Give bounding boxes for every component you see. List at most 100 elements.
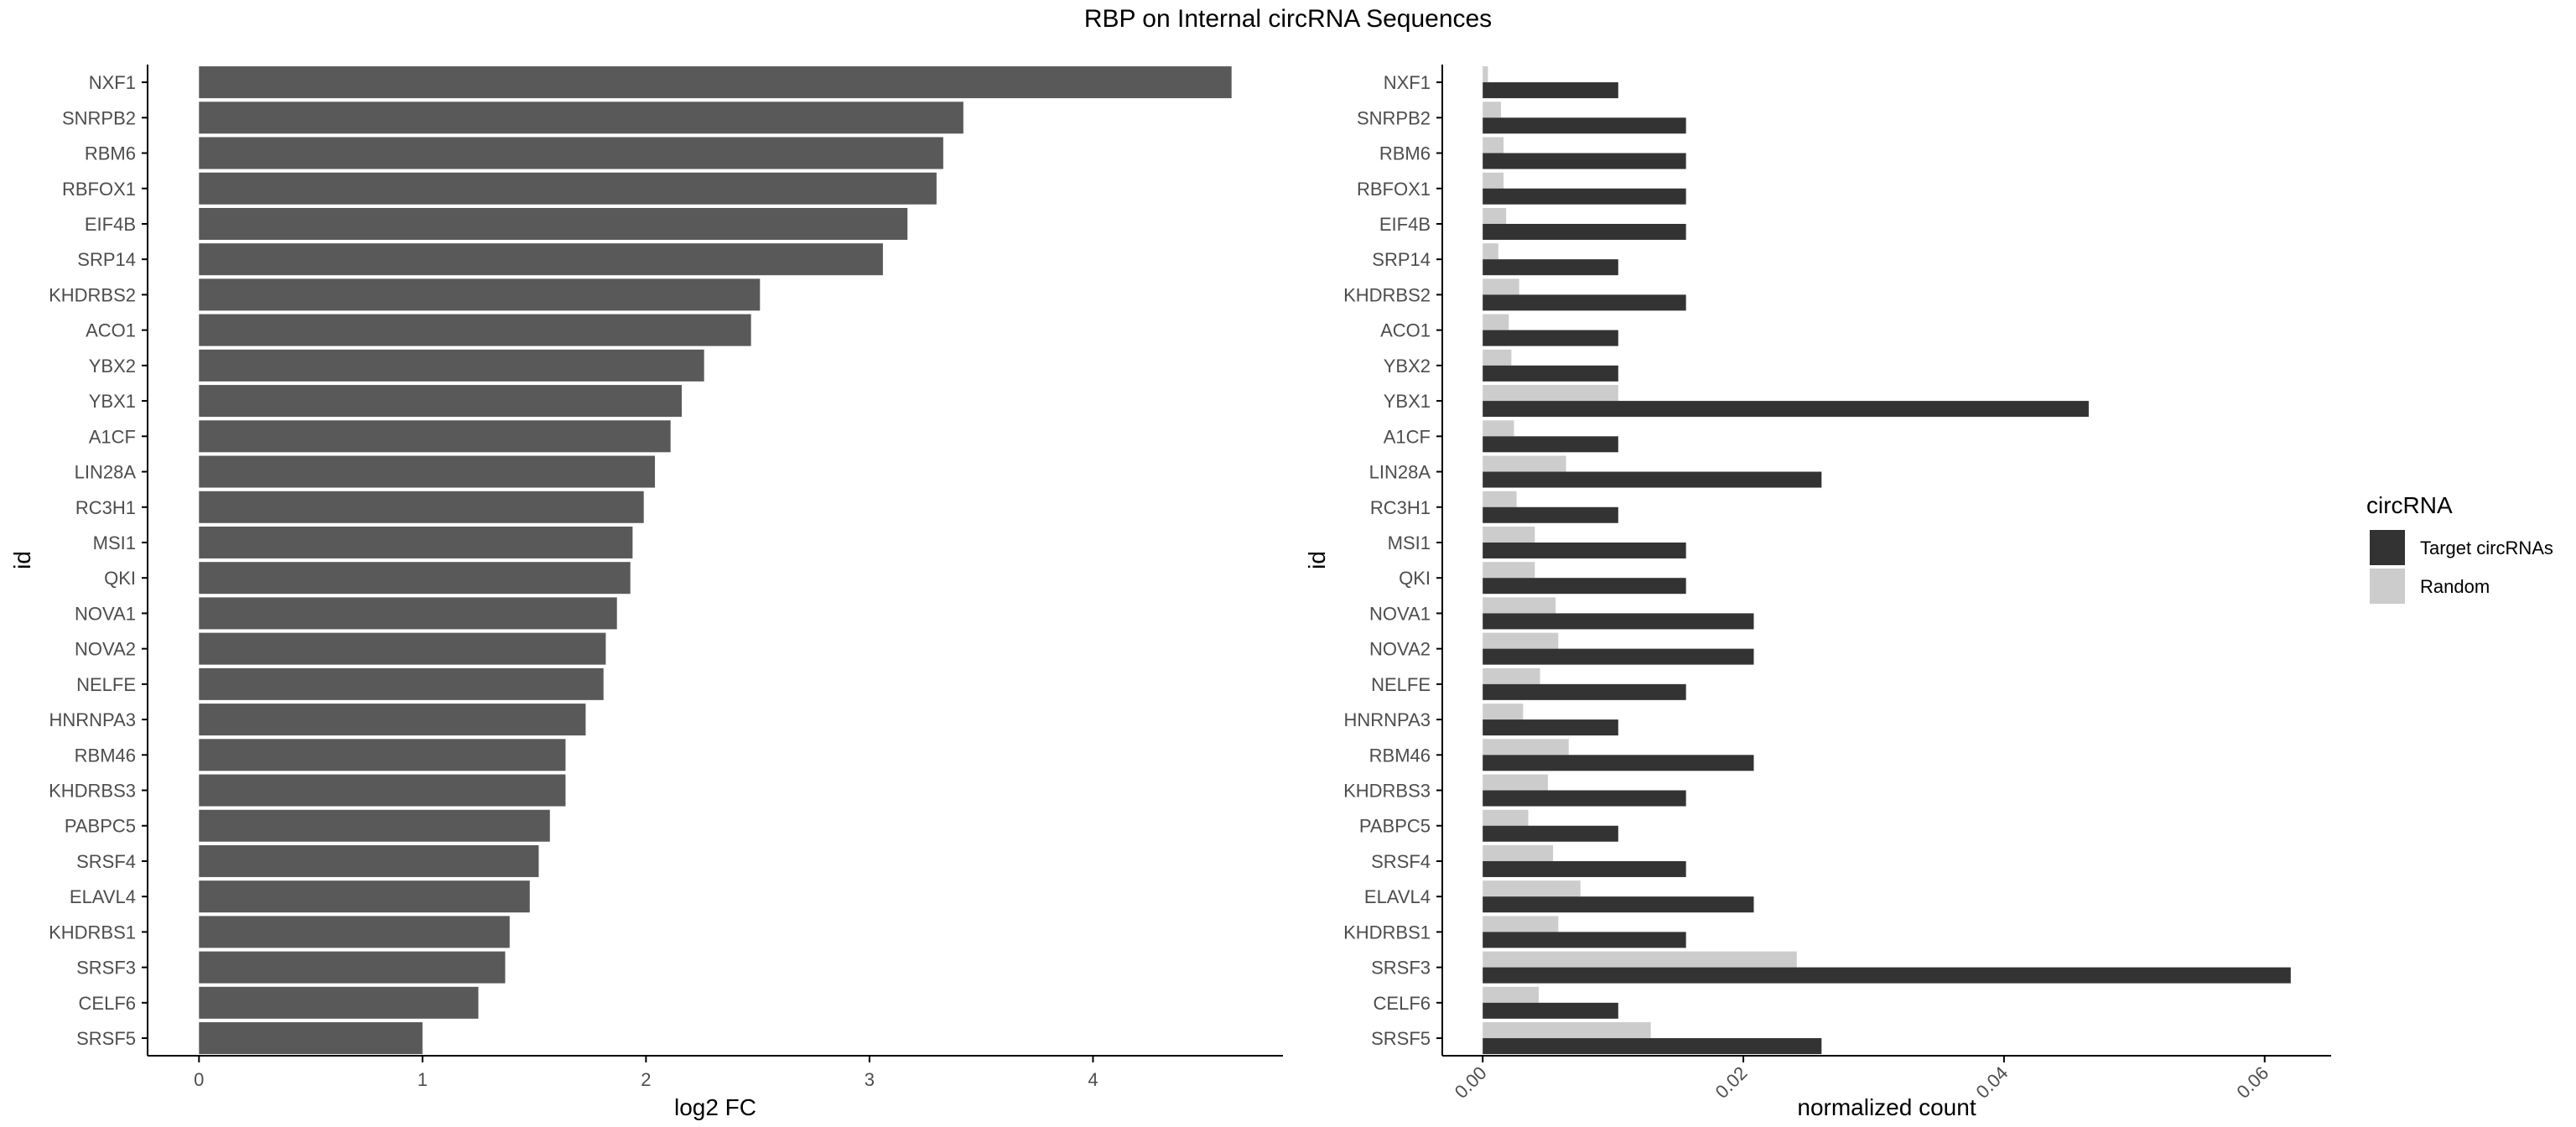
chart-title: RBP on Internal circRNA Sequences (1084, 5, 1492, 33)
right-bar-target-pabpc5 (1483, 825, 1618, 842)
right-bar-target-khdrbs1 (1483, 932, 1686, 948)
left-xtick-label-0: 0 (194, 1069, 204, 1090)
right-ytick-label-eif4b: EIF4B (1379, 214, 1431, 235)
left-x-axis-title: log2 FC (674, 1094, 756, 1120)
right-bar-target-snrpb2 (1483, 117, 1686, 134)
left-ytick-label-khdrbs1: KHDRBS1 (49, 922, 136, 943)
right-y-axis-title: id (1304, 551, 1330, 569)
left-ytick-label-rbm46: RBM46 (75, 745, 136, 766)
right-ytick-label-ybx1: YBX1 (1384, 391, 1431, 412)
right-bar-target-rc3h1 (1483, 506, 1618, 523)
left-ytick-label-srsf5: SRSF5 (76, 1028, 136, 1049)
right-ytick-label-nxf1: NXF1 (1384, 72, 1431, 93)
left-xtick-label-1: 1 (418, 1069, 428, 1090)
right-bar-random-eif4b (1483, 207, 1507, 224)
right-bar-target-lin28a (1483, 471, 1822, 488)
legend: circRNA Target circRNAs Random (2366, 492, 2553, 604)
left-bar-srp14 (199, 243, 883, 276)
right-bar-target-rbm6 (1483, 153, 1686, 169)
left-ytick-label-celf6: CELF6 (79, 993, 136, 1014)
right-ytick-label-srp14: SRP14 (1372, 249, 1431, 270)
right-ytick-label-lin28a: LIN28A (1369, 462, 1431, 483)
left-ytick-label-rbm6: RBM6 (85, 143, 136, 164)
right-ytick-label-srsf5: SRSF5 (1371, 1028, 1431, 1049)
right-ytick-label-aco1: ACO1 (1380, 320, 1431, 341)
left-bar-ybx1 (199, 385, 683, 418)
right-ytick-label-khdrbs2: KHDRBS2 (1343, 284, 1431, 305)
left-y-axis-title: id (9, 551, 35, 569)
right-bar-target-eif4b (1483, 223, 1686, 240)
left-ytick-label-srsf4: SRSF4 (76, 851, 136, 872)
right-bar-random-ybx1 (1483, 385, 1618, 402)
left-bar-panel: NXF1 SNRPB2 RBM6 RBFOX1 EIF4B SRP14 KHDRBS2 ACO… (9, 65, 1283, 1120)
left-bar-lin28a (199, 455, 656, 488)
right-ytick-label-rbm6: RBM6 (1379, 143, 1431, 164)
left-ytick-label-eif4b: EIF4B (85, 214, 136, 235)
left-ytick-label-rc3h1: RC3H1 (75, 497, 136, 518)
left-bar-a1cf (199, 420, 671, 453)
right-bar-random-msi1 (1483, 526, 1535, 543)
right-bar-random-snrpb2 (1483, 101, 1501, 118)
left-ytick-label-pabpc5: PABPC5 (65, 816, 136, 837)
left-ytick-label-aco1: ACO1 (86, 320, 136, 341)
right-bar-target-khdrbs3 (1483, 790, 1686, 807)
right-xtick-label-1: 0.02 (1711, 1062, 1752, 1103)
left-ytick-label-khdrbs3: KHDRBS3 (49, 781, 136, 802)
left-bar-celf6 (199, 986, 479, 1019)
left-ytick-label-rbfox1: RBFOX1 (62, 179, 136, 200)
right-ytick-label-ybx2: YBX2 (1384, 356, 1431, 377)
right-bar-random-nova2 (1483, 632, 1559, 649)
right-ytick-label-rbm46: RBM46 (1369, 745, 1431, 766)
right-ytick-label-nova2: NOVA2 (1369, 639, 1431, 660)
right-bar-random-khdrbs1 (1483, 916, 1559, 932)
right-bar-target-celf6 (1483, 1002, 1618, 1019)
right-ytick-label-khdrbs3: KHDRBS3 (1343, 781, 1431, 802)
left-ytick-label-srp14: SRP14 (77, 249, 136, 270)
right-xtick-label-0: 0.00 (1451, 1062, 1491, 1103)
right-ytick-label-nova1: NOVA1 (1369, 603, 1431, 624)
right-ytick-label-rbfox1: RBFOX1 (1357, 179, 1431, 200)
right-ytick-label-a1cf: A1CF (1384, 426, 1431, 447)
right-ytick-label-elavl4: ELAVL4 (1364, 886, 1431, 907)
right-ytick-label-rc3h1: RC3H1 (1370, 497, 1431, 518)
left-bar-nova2 (199, 632, 606, 665)
right-bar-target-srsf4 (1483, 860, 1686, 877)
right-ytick-label-snrpb2: SNRPB2 (1357, 107, 1431, 128)
right-bar-random-rc3h1 (1483, 491, 1517, 507)
right-bar-random-qki (1483, 562, 1535, 579)
legend-label-target-circrnas: Target circRNAs (2420, 538, 2553, 558)
left-bar-hnrnpa3 (199, 704, 586, 736)
left-bar-eif4b (199, 207, 908, 240)
right-bar-target-a1cf (1483, 436, 1618, 453)
right-bar-target-aco1 (1483, 330, 1618, 346)
right-bar-random-srsf3 (1483, 951, 1797, 968)
left-bar-khdrbs1 (199, 916, 510, 948)
left-bar-pabpc5 (199, 809, 550, 842)
left-ytick-label-snrpb2: SNRPB2 (62, 107, 136, 128)
left-ytick-label-elavl4: ELAVL4 (70, 886, 136, 907)
right-ytick-label-msi1: MSI1 (1388, 532, 1431, 553)
left-ytick-label-srsf3: SRSF3 (76, 958, 136, 979)
left-bar-khdrbs2 (199, 278, 761, 311)
right-bar-target-ybx1 (1483, 401, 2089, 418)
right-xtick-label-2: 0.04 (1971, 1062, 2012, 1103)
left-ytick-label-hnrnpa3: HNRNPA3 (49, 709, 136, 730)
right-bar-random-lin28a (1483, 455, 1566, 472)
right-bar-random-pabpc5 (1483, 809, 1529, 826)
right-bar-random-rbfox1 (1483, 172, 1504, 189)
right-bar-target-nova1 (1483, 613, 1754, 630)
right-bar-target-srp14 (1483, 259, 1618, 276)
right-bar-target-qki (1483, 578, 1686, 595)
right-grouped-bar-panel: NXF1 SNRPB2 RBM6 RBFOX1 EIF4B SRP14 KHDRBS2 ACO… (1304, 65, 2331, 1120)
right-ytick-label-hnrnpa3: HNRNPA3 (1343, 709, 1431, 730)
left-ytick-label-ybx1: YBX1 (89, 391, 136, 412)
right-ytick-label-celf6: CELF6 (1374, 993, 1431, 1014)
left-bar-qki (199, 562, 631, 595)
left-bar-nova1 (199, 597, 617, 630)
right-bar-target-elavl4 (1483, 896, 1754, 913)
right-xtick-label-3: 0.06 (2232, 1062, 2272, 1103)
right-bar-target-ybx2 (1483, 365, 1618, 382)
right-bar-random-srsf5 (1483, 1022, 1651, 1039)
right-bar-target-srsf3 (1483, 967, 2291, 984)
legend-title: circRNA (2366, 492, 2453, 518)
